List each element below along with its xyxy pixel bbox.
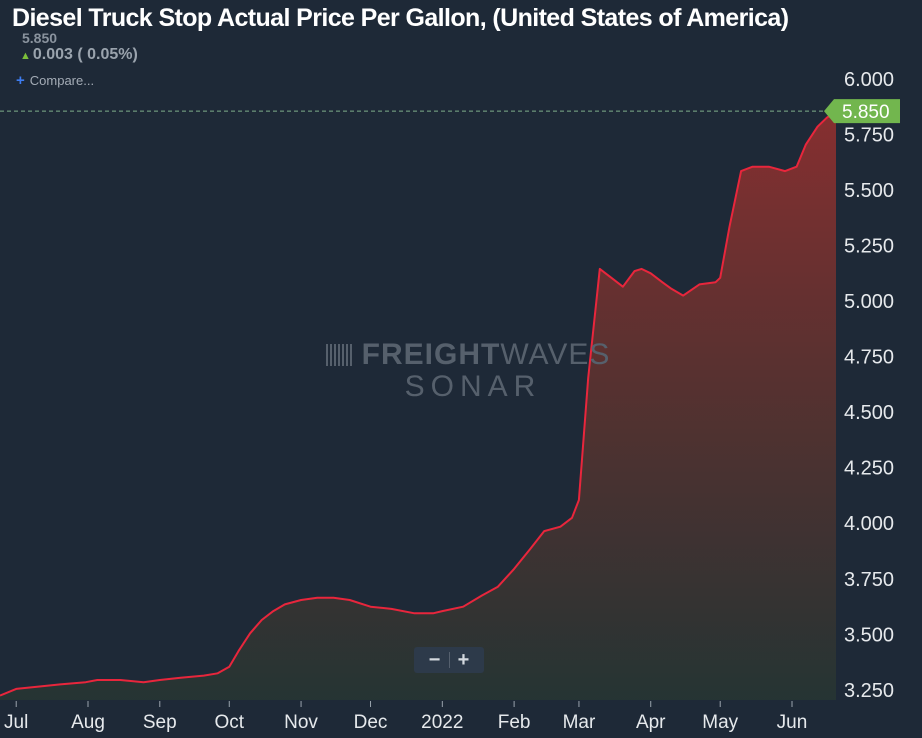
plus-icon: + xyxy=(16,72,25,89)
zoom-out-button[interactable]: − xyxy=(428,649,441,671)
zoom-divider xyxy=(448,652,450,668)
y-tick-label: 5.000 xyxy=(844,291,894,313)
y-tick-label: 3.750 xyxy=(844,569,894,591)
zoom-in-button[interactable]: + xyxy=(457,649,470,671)
chart-title: Diesel Truck Stop Actual Price Per Gallo… xyxy=(12,4,789,32)
y-tick-label: 4.500 xyxy=(844,402,894,424)
series-area xyxy=(0,111,836,701)
x-tick-label: Mar xyxy=(563,712,596,733)
x-tick-label: 2022 xyxy=(421,712,463,733)
x-tick-label: Aug xyxy=(71,712,105,733)
y-tick-label: 4.750 xyxy=(844,347,894,369)
y-tick-label: 4.250 xyxy=(844,458,894,480)
x-tick-label: Dec xyxy=(354,712,388,733)
last-value: 5.850 xyxy=(22,30,58,46)
change-indicator: ▲ 0.003 ( 0.05%) xyxy=(20,46,138,64)
y-tick-label: 5.500 xyxy=(844,180,894,202)
x-tick-label: Oct xyxy=(214,712,244,733)
x-tick-label: Feb xyxy=(498,712,531,733)
y-tick-label: 6.000 xyxy=(844,69,894,91)
x-tick-label: Sep xyxy=(143,712,177,733)
y-tick-label: 5.250 xyxy=(844,235,894,257)
current-value-badge xyxy=(824,99,900,124)
up-arrow-icon: ▲ xyxy=(20,50,31,62)
y-tick-label: 5.750 xyxy=(844,124,894,146)
x-tick-label: May xyxy=(702,712,738,733)
x-tick-label: Apr xyxy=(636,712,666,733)
x-tick-label: Jul xyxy=(4,712,28,733)
x-tick-label: Nov xyxy=(284,712,318,733)
y-tick-label: 4.000 xyxy=(844,513,894,535)
compare-label: Compare... xyxy=(29,73,95,88)
change-text: 0.003 ( 0.05%) xyxy=(32,46,138,63)
y-tick-label: 3.250 xyxy=(844,680,894,702)
compare-button[interactable]: + Compare... xyxy=(16,72,94,89)
x-tick-label: Jun xyxy=(777,712,808,733)
y-tick-label: 3.500 xyxy=(844,624,894,646)
zoom-controls: − + xyxy=(414,647,484,673)
series-line xyxy=(0,110,837,697)
current-value-label: 5.850 xyxy=(842,102,890,123)
